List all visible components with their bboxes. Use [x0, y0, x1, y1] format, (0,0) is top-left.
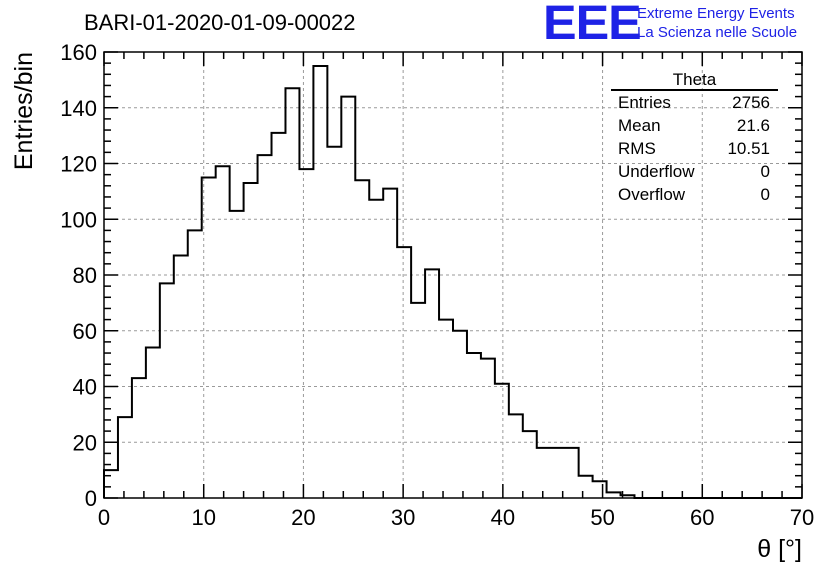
stats-row-rms: RMS 10.51 [611, 137, 778, 160]
histogram-bin [509, 414, 523, 498]
histogram-bin [579, 476, 593, 498]
y-tick-label: 60 [73, 319, 97, 344]
histogram-bin [258, 155, 272, 498]
histogram-bin [397, 247, 411, 498]
histogram-bin [439, 320, 453, 498]
histogram-bin [411, 303, 425, 498]
stats-row-overflow: Overflow 0 [611, 183, 778, 206]
stats-value: 10.51 [727, 139, 770, 158]
stats-label: RMS [618, 139, 656, 158]
stats-label: Mean [618, 116, 661, 135]
x-tick-label: 60 [690, 505, 714, 530]
histogram-bin [453, 331, 467, 498]
histogram-bin [216, 166, 230, 498]
stats-title: Theta [611, 70, 778, 91]
y-tick-label: 120 [60, 152, 97, 177]
y-tick-label: 40 [73, 375, 97, 400]
histogram-bin [537, 448, 551, 498]
eee-logo: EEE [543, 0, 642, 50]
stats-value: 2756 [732, 93, 770, 112]
histogram-bin [160, 283, 174, 498]
histogram-bin [355, 180, 369, 498]
histogram-bin [593, 481, 607, 498]
histogram-bin [523, 431, 537, 498]
stats-box: Theta Entries 2756 Mean 21.6 RMS 10.51 U… [611, 70, 778, 206]
histogram-bin [244, 183, 258, 498]
x-tick-label: 40 [491, 505, 515, 530]
histogram-line [103, 64, 802, 499]
logo-caption-line1: Extreme Energy Events [637, 5, 795, 22]
histogram-bin [132, 378, 146, 498]
chart-title: BARI-01-2020-01-09-00022 [84, 10, 356, 35]
stats-row-underflow: Underflow 0 [611, 160, 778, 183]
histogram-bin [383, 189, 397, 498]
histogram-bin [551, 448, 565, 498]
x-tick-label: 10 [191, 505, 215, 530]
x-tick-label: 0 [98, 505, 110, 530]
x-axis-label: θ [°] [757, 535, 802, 563]
y-tick-label: 80 [73, 263, 97, 288]
histogram-bin [565, 448, 579, 498]
histogram-bin [146, 347, 160, 498]
histogram-bin [467, 353, 481, 498]
stats-label: Entries [618, 93, 671, 112]
histogram-bin [327, 147, 341, 498]
histogram-bin [230, 211, 244, 498]
y-tick-label: 100 [60, 207, 97, 232]
logo-caption-line2: La Scienza nelle Scuole [637, 24, 798, 41]
x-tick-label: 50 [590, 505, 614, 530]
y-tick-label: 0 [85, 486, 97, 511]
stats-value: 0 [760, 162, 770, 181]
histogram-bin [481, 359, 495, 498]
stats-row-mean: Mean 21.6 [611, 114, 778, 137]
histogram-bin [104, 470, 118, 498]
logo-caption: Extreme Energy Events La Scienza nelle S… [637, 4, 797, 42]
histogram-bin [188, 230, 202, 498]
histogram-bin [313, 66, 327, 498]
y-tick-label: 160 [60, 40, 97, 65]
x-tick-label: 20 [291, 505, 315, 530]
histogram-bin [118, 417, 132, 498]
histogram-bin [174, 255, 188, 498]
x-tick-label: 70 [790, 505, 814, 530]
x-tick-label: 30 [391, 505, 415, 530]
histogram-bin [495, 384, 509, 498]
histogram-bin [272, 133, 286, 498]
stats-value: 0 [760, 185, 770, 204]
stats-label: Overflow [618, 185, 686, 204]
histogram-bin [299, 169, 313, 498]
histogram-bin [285, 88, 299, 498]
y-tick-label: 140 [60, 96, 97, 121]
histogram-bin [369, 200, 383, 498]
histogram-bin [425, 269, 439, 498]
stats-value: 21.6 [736, 116, 770, 135]
histogram-bin [341, 97, 355, 498]
y-tick-label: 20 [73, 430, 97, 455]
stats-label: Underflow [618, 162, 695, 181]
y-axis-label: Entries/bin [10, 52, 38, 170]
stats-row-entries: Entries 2756 [611, 91, 778, 114]
